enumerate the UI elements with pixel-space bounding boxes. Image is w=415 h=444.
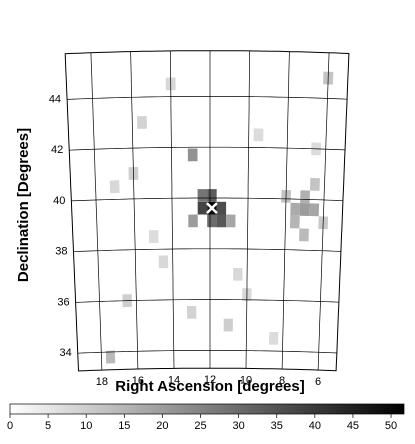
heat-cell [105,350,116,364]
heat-cell [187,148,198,162]
source-marker [206,202,218,215]
heat-cell [197,201,208,215]
y-axis-label: Declination [Degrees] [15,128,32,282]
heatmap [105,71,334,364]
colorbar-tick-label: 0 [7,420,13,432]
heat-cell [290,202,301,216]
heat-cell [310,177,320,191]
colorbar-tick-label: 20 [156,420,168,432]
ra-grid-line [90,52,103,371]
x-tick-label: 10 [240,374,252,386]
heat-cell [253,128,264,142]
heat-cell [223,318,233,332]
colorbar-tick-label: 30 [233,420,245,432]
heat-cell [300,190,310,204]
heat-cell [109,180,120,194]
heat-cell [216,214,227,228]
ra-grid-line [317,52,330,371]
x-axis-label: Right Ascension [degrees] [115,378,304,395]
dec-grid-line [77,350,337,354]
colorbar-tick-label: 25 [194,420,206,432]
colorbar-tick-label: 35 [271,420,283,432]
dec-grid-line [75,299,339,303]
colorbar-tick-label: 10 [80,420,92,432]
heat-cell [299,203,310,216]
heat-cell [197,189,208,202]
x-tick-label: 6 [315,376,321,388]
ra-grid-line [281,51,290,370]
x-tick-label: 16 [132,375,144,387]
plot-boundary [64,50,350,372]
dec-grid-line [67,96,348,100]
x-tick-label: 18 [96,376,108,388]
heat-cell [187,306,197,319]
heat-cell [207,214,217,228]
y-tick-label: 34 [59,347,71,359]
ra-grid-line [169,50,175,369]
ra-grid-line [130,51,139,370]
heat-cell [137,116,147,129]
dec-grid-line [69,146,346,151]
heat-cell [269,331,279,345]
x-tick-label: 12 [204,374,216,386]
heat-cell [309,203,320,217]
colorbar-tick-label: 5 [45,420,51,432]
y-tick-label: 38 [55,246,67,258]
colorbar-tick-label: 40 [309,420,321,432]
dec-grid-line [71,197,344,202]
heat-cell [299,228,309,242]
dec-grid-line [73,248,341,253]
heat-cell [290,215,300,229]
heat-cell [158,255,169,269]
colorbar-tick-label: 45 [347,420,359,432]
x-tick-label: 8 [279,375,285,387]
ra-grid-line [245,50,251,369]
heat-cell [207,189,217,202]
y-tick-label: 40 [53,195,65,207]
heat-cell [233,267,243,281]
colorbar-tick-label: 50 [385,420,397,432]
y-tick-label: 44 [49,93,61,105]
y-tick-label: 36 [57,296,69,308]
heat-cell [188,214,198,228]
x-tick-label: 14 [168,374,180,386]
heat-cell [226,214,236,228]
colorbar [9,403,405,415]
heat-cell [216,201,227,215]
heat-cell [148,230,159,243]
y-tick-label: 42 [51,144,63,156]
colorbar-tick-label: 15 [118,420,130,432]
